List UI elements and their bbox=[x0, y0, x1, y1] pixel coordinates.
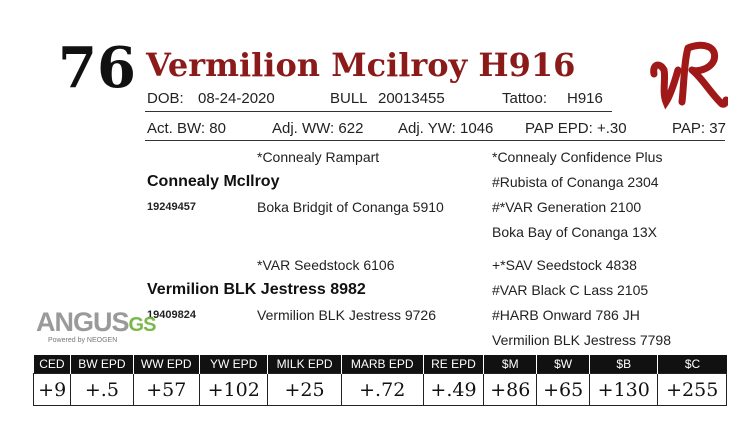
dam-sire-sire: +*SAV Seedstock 4838 bbox=[492, 257, 637, 273]
sire-dam-dam: Boka Bay of Conanga 13X bbox=[492, 224, 658, 240]
epd-header-milk: MILK EPD bbox=[267, 355, 342, 374]
sire-sire-dam: #Rubista of Conanga 2304 bbox=[492, 174, 659, 190]
epd-header-ced: CED bbox=[33, 355, 71, 374]
sire-sire-sire: *Connealy Confidence Plus bbox=[492, 149, 663, 165]
dam-dam: Vermilion BLK Jestress 9726 bbox=[257, 307, 436, 323]
dam-sire: *VAR Seedstock 6106 bbox=[257, 257, 395, 273]
animal-name: Vermilion Mcilroy H916 bbox=[146, 46, 576, 84]
epd-header-c: $C bbox=[657, 355, 727, 374]
sire-sire: *Connealy Rampart bbox=[257, 149, 380, 165]
divider bbox=[145, 111, 612, 112]
epd-header-marb: MARB EPD bbox=[340, 355, 424, 374]
dam-dam-sire: #HARB Onward 786 JH bbox=[492, 307, 640, 323]
epd-value-row: +9 +.5 +57 +102 +25 +.72 +.49 +86 +65 +1… bbox=[32, 373, 727, 406]
sire-dam: Boka Bridgit of Conanga 5910 bbox=[257, 199, 444, 215]
angus-logo-word: ANGUS bbox=[36, 307, 130, 337]
epd-value-ww: +57 bbox=[132, 373, 200, 406]
dob-value: 08-24-2020 bbox=[198, 90, 275, 107]
tattoo-label: Tattoo: bbox=[502, 90, 548, 107]
angus-gs-logo: ANGUSGS Powered by NEOGEN bbox=[36, 307, 157, 344]
epd-header-bw: BW EPD bbox=[70, 355, 134, 374]
sex-label: BULL bbox=[330, 90, 368, 107]
epd-value-c: +255 bbox=[657, 373, 727, 406]
epd-header-row: CED BW EPD WW EPD YW EPD MILK EPD MARB E… bbox=[33, 355, 727, 374]
epd-value-m: +86 bbox=[483, 373, 538, 406]
epd-header-re: RE EPD bbox=[422, 355, 484, 374]
sire-dam-sire: #*VAR Generation 2100 bbox=[492, 199, 642, 215]
sire-registration: 19249457 bbox=[147, 201, 196, 213]
epd-header-m: $M bbox=[483, 355, 537, 374]
angus-logo-tagline: Powered by NEOGEN bbox=[48, 337, 118, 344]
epd-value-ced: +9 bbox=[32, 373, 72, 406]
dam-registration: 19409824 bbox=[147, 309, 196, 321]
dob-label: DOB: bbox=[147, 90, 184, 107]
registration-number: 20013455 bbox=[378, 90, 445, 107]
divider bbox=[145, 140, 725, 141]
epd-table: CED BW EPD WW EPD YW EPD MILK EPD MARB E… bbox=[32, 355, 727, 406]
vr-brand-logo bbox=[650, 41, 728, 110]
adjusted-yearling-weight: Adj. YW: 1046 bbox=[398, 120, 494, 137]
epd-header-w: $W bbox=[536, 355, 590, 374]
epd-value-re: +.49 bbox=[422, 373, 485, 406]
epd-value-milk: +25 bbox=[267, 373, 342, 406]
angus-logo-suffix: GS bbox=[128, 314, 157, 336]
adjusted-weaning-weight: Adj. WW: 622 bbox=[272, 120, 364, 137]
dam-dam-dam: Vermilion BLK Jestress 7798 bbox=[492, 332, 671, 348]
epd-value-b: +130 bbox=[589, 373, 659, 406]
sire-name: Connealy McIlroy bbox=[147, 173, 280, 190]
epd-header-b: $B bbox=[589, 355, 658, 374]
epd-value-marb: +.72 bbox=[340, 373, 424, 406]
lot-number: 76 bbox=[58, 35, 136, 101]
epd-value-bw: +.5 bbox=[70, 373, 134, 406]
actual-birth-weight: Act. BW: 80 bbox=[147, 120, 226, 137]
tattoo-value: H916 bbox=[567, 90, 603, 107]
epd-header-yw: YW EPD bbox=[198, 355, 268, 374]
dam-name: Vermilion BLK Jestress 8982 bbox=[147, 281, 366, 298]
epd-value-yw: +102 bbox=[198, 373, 269, 406]
epd-value-w: +65 bbox=[536, 373, 591, 406]
epd-header-ww: WW EPD bbox=[132, 355, 200, 374]
dam-sire-dam: #VAR Black C Lass 2105 bbox=[492, 282, 649, 298]
pap-epd: PAP EPD: +.30 bbox=[525, 120, 627, 137]
pap-value: PAP: 37 bbox=[672, 120, 726, 137]
